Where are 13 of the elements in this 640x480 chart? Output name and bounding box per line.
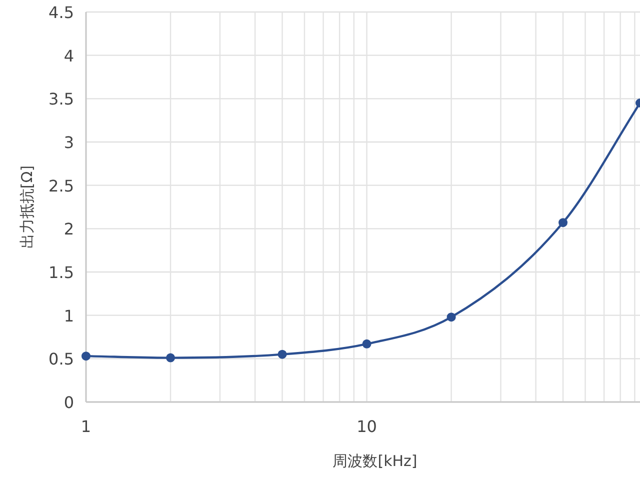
y-tick-label: 1.5 (48, 263, 74, 282)
y-tick-label: 1 (64, 306, 74, 326)
y-tick-label: 0.5 (48, 350, 74, 369)
y-tick-label: 3.5 (48, 90, 74, 109)
y-tick-label: 2 (64, 220, 74, 239)
y-axis-title: 出力抵抗[Ω] (18, 165, 36, 249)
x-axis-title: 周波数[kHz] (332, 452, 418, 470)
y-tick-label: 4 (64, 46, 74, 66)
y-tick-label: 0 (64, 393, 74, 412)
y-tick-label: 4.5 (48, 3, 74, 22)
y-tick-label: 3 (64, 133, 74, 152)
x-tick-label: 10 (356, 417, 377, 436)
y-tick-label: 2.5 (48, 176, 74, 196)
